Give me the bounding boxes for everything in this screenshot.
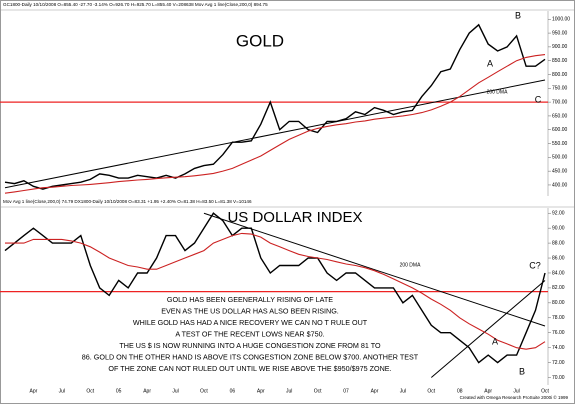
panel-title: GOLD: [236, 31, 284, 50]
y-tick-label: 550.00: [552, 141, 568, 147]
y-tick-label: 88.00: [552, 240, 565, 246]
x-tick-label: Oct: [314, 388, 322, 394]
y-tick-label: 850.00: [552, 58, 568, 64]
annotation: B: [519, 366, 525, 376]
panel-header: Mov Avg 1 line(Close,200,0) 74.79 DX1800…: [3, 199, 252, 204]
y-tick-label: 900.00: [552, 44, 568, 50]
footer: Created with Omega Research ProSuite 200…: [460, 394, 569, 400]
y-tick-label: 600.00: [552, 127, 568, 133]
annotation: A: [492, 336, 498, 346]
note-line: 86. GOLD ON THE OTHER HAND IS ABOVE ITS …: [82, 352, 419, 361]
annotation: C: [535, 94, 542, 104]
x-tick-label: Apr: [257, 388, 265, 394]
moving-average-line: [5, 232, 546, 350]
y-tick-label: 80.00: [552, 300, 565, 306]
note-line: THE US $ IS NOW RUNNING INTO A HUGE CONG…: [119, 341, 381, 350]
y-tick-label: 800.00: [552, 72, 568, 78]
x-tick-label: Jul: [172, 388, 178, 394]
y-tick-label: 700.00: [552, 99, 568, 105]
note-line: OF THE ZONE CAN NOT RULED OUT UNTIL WE R…: [108, 364, 391, 373]
note-line: GOLD HAS BEEN GEENERALLY RISING OF LATE: [167, 295, 333, 304]
y-tick-label: 74.00: [552, 345, 565, 351]
x-tick-label: Oct: [86, 388, 94, 394]
y-tick-label: 650.00: [552, 113, 568, 119]
x-tick-label: Oct: [541, 388, 549, 394]
x-tick-label: 05: [116, 388, 122, 394]
y-tick-label: 84.00: [552, 270, 565, 276]
y-tick-label: 78.00: [552, 315, 565, 321]
y-tick-label: 750.00: [552, 86, 568, 92]
x-tick-label: Apr: [484, 388, 492, 394]
panel-header: GC1800-Daily 10/10/2008 O=855.40 -27.70 …: [3, 2, 268, 7]
y-tick-label: 500.00: [552, 155, 568, 161]
y-tick-label: 82.00: [552, 285, 565, 291]
moving-average-line: [4, 54, 546, 194]
trendline: [203, 212, 546, 327]
annotation: B: [515, 10, 521, 20]
x-tick-label: 07: [343, 388, 349, 394]
x-tick-label: Jul: [286, 388, 292, 394]
y-tick-label: 90.00: [552, 225, 565, 231]
note-line: EVEN AS THE US DOLLAR HAS ALSO BEEN RISI…: [161, 306, 339, 315]
annotation: A: [487, 58, 493, 68]
y-tick-label: 950.00: [552, 30, 568, 36]
x-tick-label: Oct: [200, 388, 208, 394]
x-tick-label: Jul: [59, 388, 65, 394]
annotation: C?: [529, 260, 541, 270]
y-tick-label: 92.00: [552, 211, 565, 217]
y-tick-label: 400.00: [552, 182, 568, 188]
x-tick-label: Oct: [427, 388, 435, 394]
y-tick-label: 76.00: [552, 330, 565, 336]
x-tick-label: 06: [230, 388, 236, 394]
y-tick-label: 1000.00: [552, 17, 570, 23]
x-tick-label: Jul: [513, 388, 519, 394]
trendline: [430, 280, 546, 378]
y-tick-label: 86.00: [552, 255, 565, 261]
y-tick-label: 72.00: [552, 360, 565, 366]
note-line: WHILE GOLD HAS HAD A NICE RECOVERY WE CA…: [133, 318, 368, 327]
x-tick-label: Apr: [143, 388, 151, 394]
x-tick-label: Apr: [371, 388, 379, 394]
annotation: 200 DMA: [487, 89, 509, 95]
x-tick-label: 08: [457, 388, 463, 394]
trendline: [4, 79, 546, 189]
x-tick-label: Apr: [30, 388, 38, 394]
x-tick-label: Jul: [400, 388, 406, 394]
annotation: 200 DMA: [400, 262, 422, 268]
note-line: A TEST OF THE RECENT LOWS NEAR $750.: [175, 329, 324, 338]
price-line: [4, 212, 546, 364]
y-tick-label: 450.00: [552, 168, 568, 174]
y-tick-label: 70.00: [552, 375, 565, 381]
price-line: [4, 23, 546, 190]
panel-title: US DOLLAR INDEX: [227, 209, 362, 226]
